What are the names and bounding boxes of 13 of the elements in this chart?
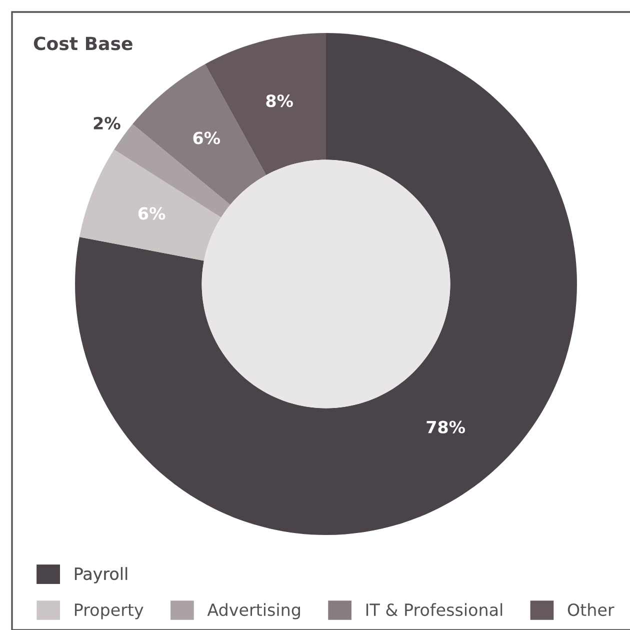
legend-label: Payroll bbox=[74, 567, 128, 584]
chart-title: Cost Base bbox=[34, 36, 132, 50]
legend-label: IT & Professional bbox=[366, 603, 502, 616]
legend-label: Advertising bbox=[207, 603, 300, 620]
data-label: 6% bbox=[193, 132, 220, 144]
legend-label: Other bbox=[568, 603, 614, 616]
donut-slice bbox=[79, 150, 222, 261]
data-label: 8% bbox=[266, 94, 293, 108]
legend-label: Property bbox=[74, 604, 144, 620]
donut-slice bbox=[132, 64, 266, 205]
data-label: 2% bbox=[94, 116, 120, 130]
data-label: 78% bbox=[426, 420, 465, 434]
data-label: 6% bbox=[138, 207, 166, 220]
